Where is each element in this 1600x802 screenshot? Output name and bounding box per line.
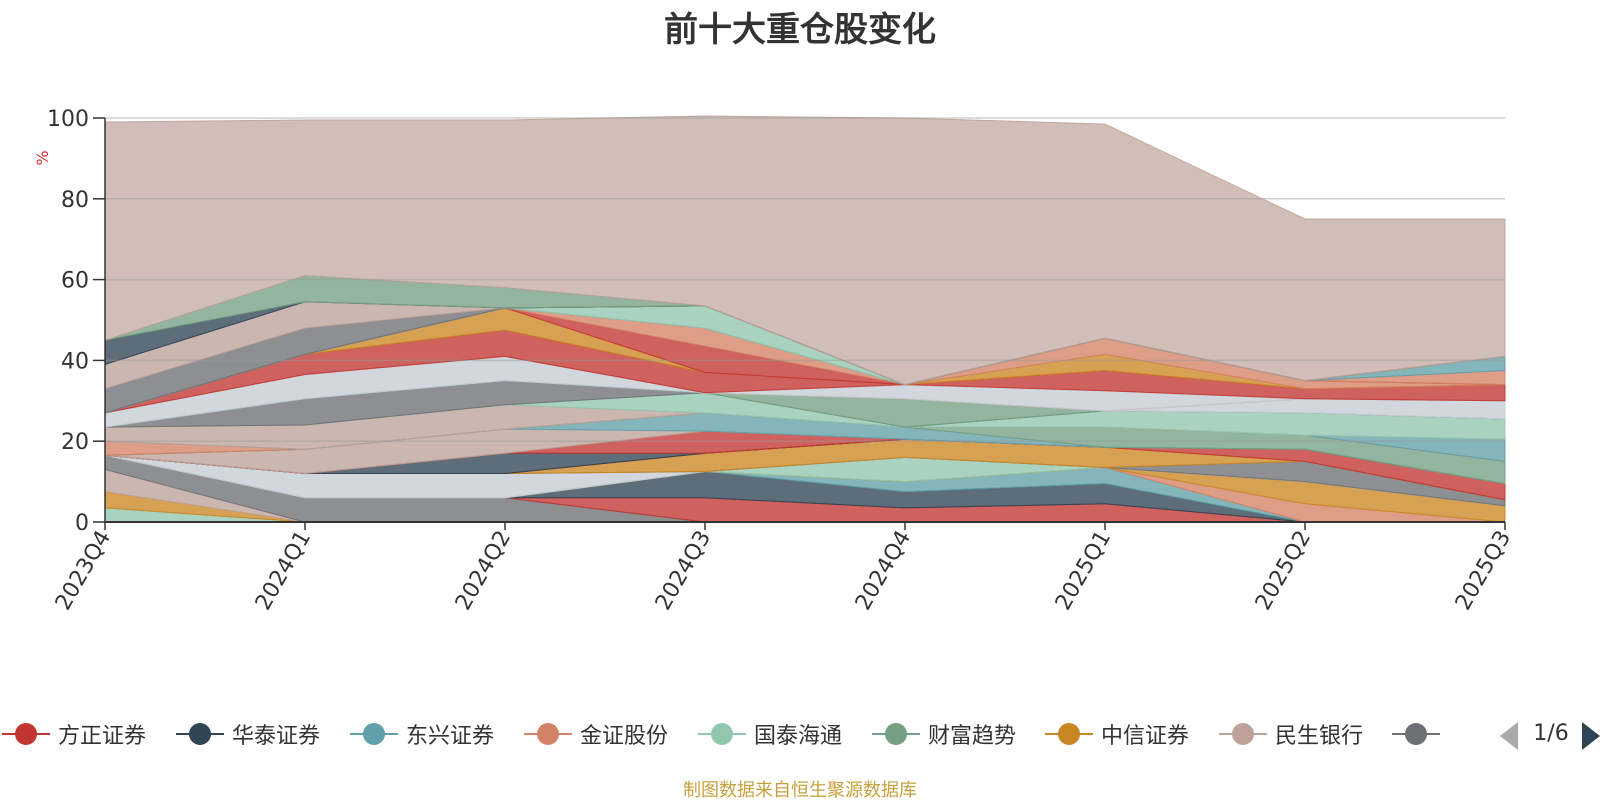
legend-label: 金证股份: [580, 724, 669, 749]
legend-label: 财富趋势: [928, 724, 1017, 749]
legend-swatch-icon: [1219, 723, 1267, 745]
area-series-39: [104, 115, 1506, 386]
y-tick-label: 80: [61, 188, 89, 213]
legend-item[interactable]: [1390, 716, 1448, 752]
y-tick-label: 0: [75, 511, 89, 536]
legend-label: 中信证券: [1101, 724, 1190, 749]
legend-swatch-icon: [1392, 723, 1440, 745]
legend-item[interactable]: 华泰证券: [174, 716, 320, 752]
legend-swatch-icon: [350, 723, 398, 745]
x-tick-label: 2024Q2: [451, 527, 516, 615]
x-tick-label: 2024Q1: [251, 527, 316, 615]
legend-swatch-icon: [176, 723, 224, 745]
chart-legend[interactable]: 方正证券 华泰证券 东兴证券 金证股份 国泰海通 财富趋势 中信证券 民生银行: [0, 716, 1480, 752]
legend-item[interactable]: 东兴证券: [348, 716, 494, 752]
legend-item[interactable]: 方正证券: [0, 716, 146, 752]
y-tick-label: 60: [61, 269, 89, 294]
source-note: 制图数据来自恒生聚源数据库: [683, 780, 917, 801]
legend-swatch-icon: [872, 723, 920, 745]
x-tick-label: 2024Q4: [851, 527, 916, 615]
legend-label: 国泰海通: [754, 724, 843, 749]
legend-label: 东兴证券: [406, 724, 495, 749]
y-tick-label: 20: [61, 430, 89, 455]
legend-item[interactable]: 金证股份: [522, 716, 668, 752]
legend-item[interactable]: 国泰海通: [696, 716, 842, 752]
legend-label: 民生银行: [1275, 724, 1364, 749]
legend-swatch-icon: [2, 723, 50, 745]
legend-page-indicator: 1/6: [1533, 721, 1569, 746]
legend-swatch-icon: [524, 723, 572, 745]
y-axis-label: %: [33, 150, 52, 165]
chart-title: 前十大重仓股变化: [664, 10, 936, 50]
legend-item[interactable]: 中信证券: [1043, 716, 1189, 752]
legend-item[interactable]: 财富趋势: [870, 716, 1016, 752]
legend-item[interactable]: 民生银行: [1217, 716, 1363, 752]
x-tick-label: 2025Q1: [1051, 527, 1116, 615]
legend-label: 方正证券: [58, 724, 147, 749]
legend-prev-arrow-icon[interactable]: [1500, 722, 1518, 750]
legend-label: 华泰证券: [232, 724, 321, 749]
legend-next-arrow-icon[interactable]: [1582, 722, 1600, 750]
legend-swatch-icon: [698, 723, 746, 745]
x-tick-label: 2023Q4: [51, 527, 116, 615]
x-tick-label: 2025Q3: [1451, 527, 1516, 615]
x-tick-label: 2024Q3: [651, 527, 716, 615]
legend-pager[interactable]: 1/6: [1500, 718, 1600, 750]
y-tick-label: 100: [47, 107, 89, 132]
y-tick-label: 40: [61, 349, 89, 374]
x-tick-label: 2025Q2: [1251, 527, 1316, 615]
legend-swatch-icon: [1045, 723, 1093, 745]
